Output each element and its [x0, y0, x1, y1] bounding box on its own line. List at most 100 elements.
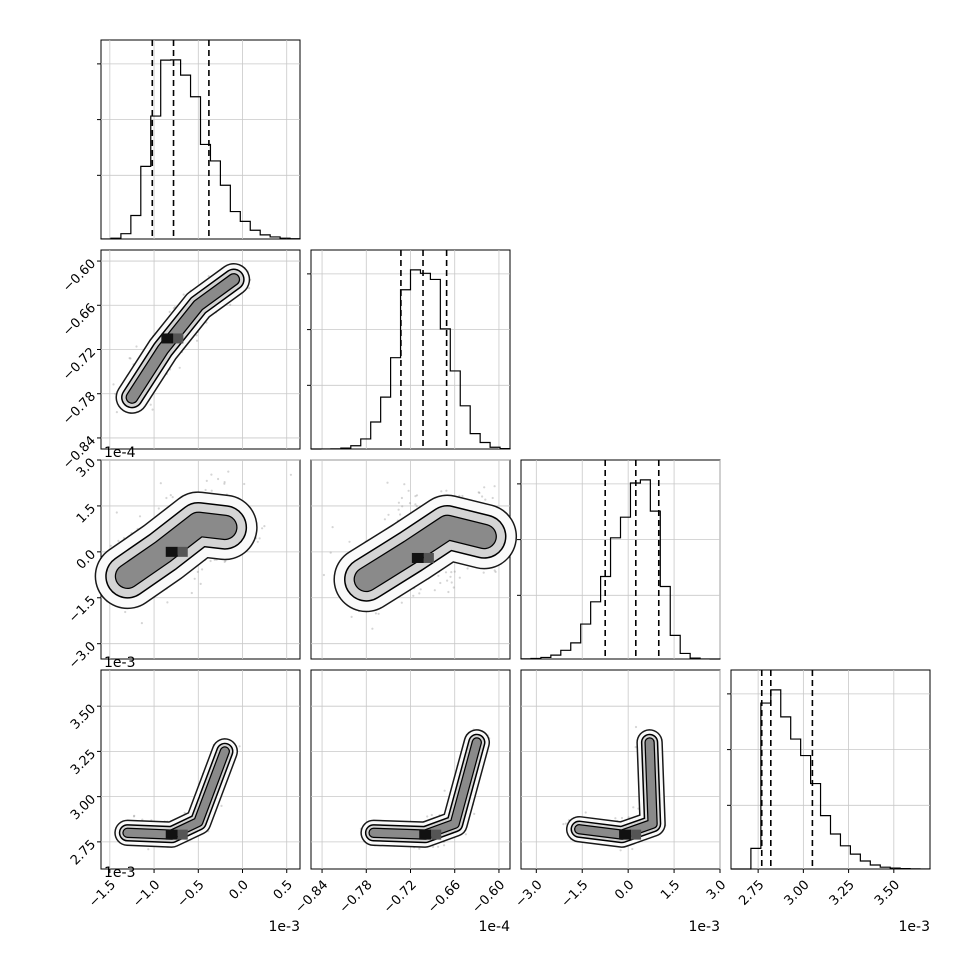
scatter-point	[147, 848, 150, 851]
scatter-point	[414, 495, 417, 498]
scatter-point	[151, 408, 154, 411]
scatter-point	[481, 495, 484, 498]
scatter-point	[443, 789, 446, 792]
scatter-point	[400, 601, 403, 604]
scatter-point	[159, 482, 162, 485]
scatter-point	[223, 560, 226, 564]
scatter-point	[619, 849, 622, 852]
contour-fill-inner	[575, 738, 657, 839]
density-cell	[177, 829, 188, 840]
scatter-point	[562, 823, 565, 826]
scatter-point	[190, 591, 193, 595]
scatter-point	[437, 574, 440, 577]
scatter-point	[209, 559, 212, 563]
scatter-point	[193, 577, 196, 580]
scatter-point	[115, 411, 118, 414]
scatter-point	[564, 822, 568, 825]
scatter-point	[494, 570, 497, 574]
scatter-point	[210, 489, 213, 492]
density-cell	[631, 829, 642, 840]
y-tick-label: 3.50	[68, 702, 99, 733]
scatter-point	[165, 496, 168, 500]
scatter-point	[261, 527, 264, 530]
y-tick-label: −0.72	[60, 345, 99, 384]
hist-panel-0	[97, 39, 301, 240]
contour-fill-inner	[123, 747, 229, 839]
scatter-point	[584, 811, 587, 814]
scatter-point	[443, 844, 446, 847]
density-peak	[165, 829, 178, 840]
x-tick-label: −1.5	[559, 878, 592, 911]
x-tick-label: 2.75	[736, 878, 767, 909]
scatter-point	[493, 569, 496, 572]
scatter-point	[440, 490, 443, 493]
scatter-point	[258, 537, 261, 540]
density-cell	[423, 552, 434, 563]
y-tick-label: −1.5	[66, 593, 99, 626]
y-offset-label: 1e-3	[104, 865, 135, 881]
scatter-point	[157, 507, 160, 510]
scatter-point	[403, 483, 406, 486]
y-tick-label: −0.60	[60, 256, 99, 295]
scatter-point	[431, 845, 435, 849]
x-tick-label: 0.0	[612, 878, 637, 903]
scatter-point	[483, 486, 486, 489]
contour-fill-inner	[369, 738, 481, 839]
x-offset-label: 1e-3	[689, 919, 720, 935]
x-tick-label: −3.0	[513, 878, 546, 911]
scatter-point	[374, 612, 377, 615]
x-tick-label: −0.60	[469, 878, 508, 917]
scatter-point	[117, 539, 120, 543]
scatter-panel-2-1	[310, 459, 518, 660]
y-tick-label: 2.75	[68, 837, 99, 868]
scatter-point	[135, 345, 138, 348]
scatter-point	[452, 586, 455, 589]
scatter-point	[204, 488, 207, 492]
scatter-point	[199, 582, 202, 586]
histogram-3	[731, 689, 931, 870]
scatter-point	[205, 479, 208, 482]
hist-panel-2	[517, 459, 721, 660]
scatter-point	[399, 513, 402, 516]
y-tick-label: 1.5	[74, 501, 99, 526]
scatter-point	[166, 601, 169, 604]
x-tick-label: −1.5	[86, 878, 119, 911]
density-peak	[619, 829, 632, 840]
y-tick-label: 3.00	[68, 792, 99, 823]
density-peak	[419, 829, 432, 840]
x-offset-label: 1e-3	[899, 919, 930, 935]
y-tick-label: −3.0	[66, 639, 99, 672]
scatter-point	[419, 588, 422, 591]
scatter-point	[415, 505, 418, 508]
scatter-point	[371, 627, 374, 630]
scatter-point	[112, 383, 115, 386]
x-tick-label: −0.5	[175, 878, 208, 911]
histogram-0	[100, 59, 301, 240]
scatter-point	[447, 590, 450, 594]
scatter-point	[223, 481, 226, 484]
scatter-panel-3-1	[310, 669, 511, 870]
scatter-point	[614, 817, 617, 820]
scatter-point	[426, 815, 429, 818]
scatter-point	[401, 505, 404, 508]
y-tick-label: 0.0	[74, 547, 99, 572]
scatter-point	[407, 489, 410, 492]
x-tick-label: 3.0	[704, 878, 729, 903]
scatter-point	[168, 310, 171, 313]
x-tick-label: −0.66	[425, 878, 464, 917]
scatter-point	[329, 551, 332, 554]
scatter-point	[458, 576, 461, 579]
x-tick-label: 1.5	[658, 878, 683, 903]
scatter-point	[201, 568, 204, 571]
scatter-point	[412, 594, 415, 597]
scatter-point	[348, 540, 351, 543]
scatter-point	[445, 489, 448, 492]
scatter-point	[217, 477, 220, 481]
panel-frame	[520, 459, 721, 660]
hist-panel-3	[727, 669, 931, 870]
scatter-point	[289, 473, 292, 476]
contour-fill-inner	[116, 512, 237, 588]
scatter-point	[437, 845, 440, 848]
scatter-point	[430, 813, 433, 817]
